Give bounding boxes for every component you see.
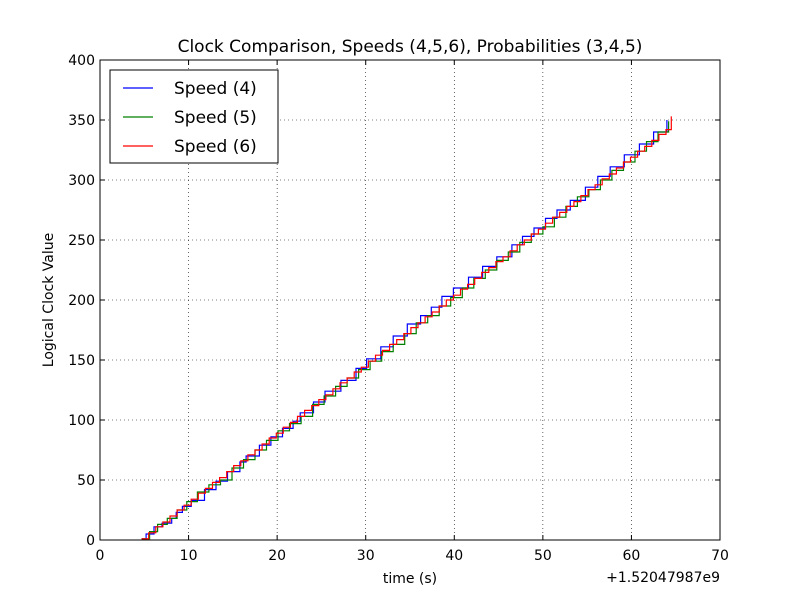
x-tick-label: 50 (534, 548, 552, 564)
series-line-3 (141, 116, 672, 540)
x-tick-label: 30 (357, 548, 375, 564)
y-tick-label: 0 (86, 533, 95, 549)
series-lines (141, 116, 672, 540)
legend: Speed (4) Speed (5) Speed (6) (109, 69, 279, 164)
legend-label-2: Speed (5) (174, 108, 257, 128)
y-tick-label: 400 (68, 53, 95, 69)
axis-ticks (99, 59, 721, 541)
y-axis-label: Logical Clock Value (41, 233, 57, 367)
x-axis-offset-label: +1.52047987e9 (606, 570, 720, 586)
y-tick-label: 350 (68, 113, 95, 129)
x-tick-label: 0 (96, 548, 105, 564)
legend-entries: Speed (4) Speed (5) Speed (6) (123, 79, 257, 157)
x-tick-label: 40 (445, 548, 463, 564)
tick-labels: 0 10 20 30 40 50 60 70 0 50 100 150 200 250 300 350 400 (68, 53, 729, 564)
x-tick-label: 70 (711, 548, 729, 564)
y-tick-label: 250 (68, 233, 95, 249)
x-tick-label: 20 (268, 548, 286, 564)
x-axis-label: time (s) (383, 571, 437, 587)
y-tick-label: 50 (77, 473, 95, 489)
y-tick-label: 200 (68, 293, 95, 309)
y-tick-label: 100 (68, 413, 95, 429)
legend-label-1: Speed (4) (174, 79, 257, 99)
chart-title: Clock Comparison, Speeds (4,5,6), Probab… (178, 37, 643, 57)
x-tick-label: 60 (623, 548, 641, 564)
y-tick-label: 150 (68, 353, 95, 369)
gridlines (100, 60, 720, 540)
series-line-1 (141, 120, 668, 540)
x-tick-label: 10 (180, 548, 198, 564)
y-tick-label: 300 (68, 173, 95, 189)
legend-label-3: Speed (6) (174, 137, 257, 157)
